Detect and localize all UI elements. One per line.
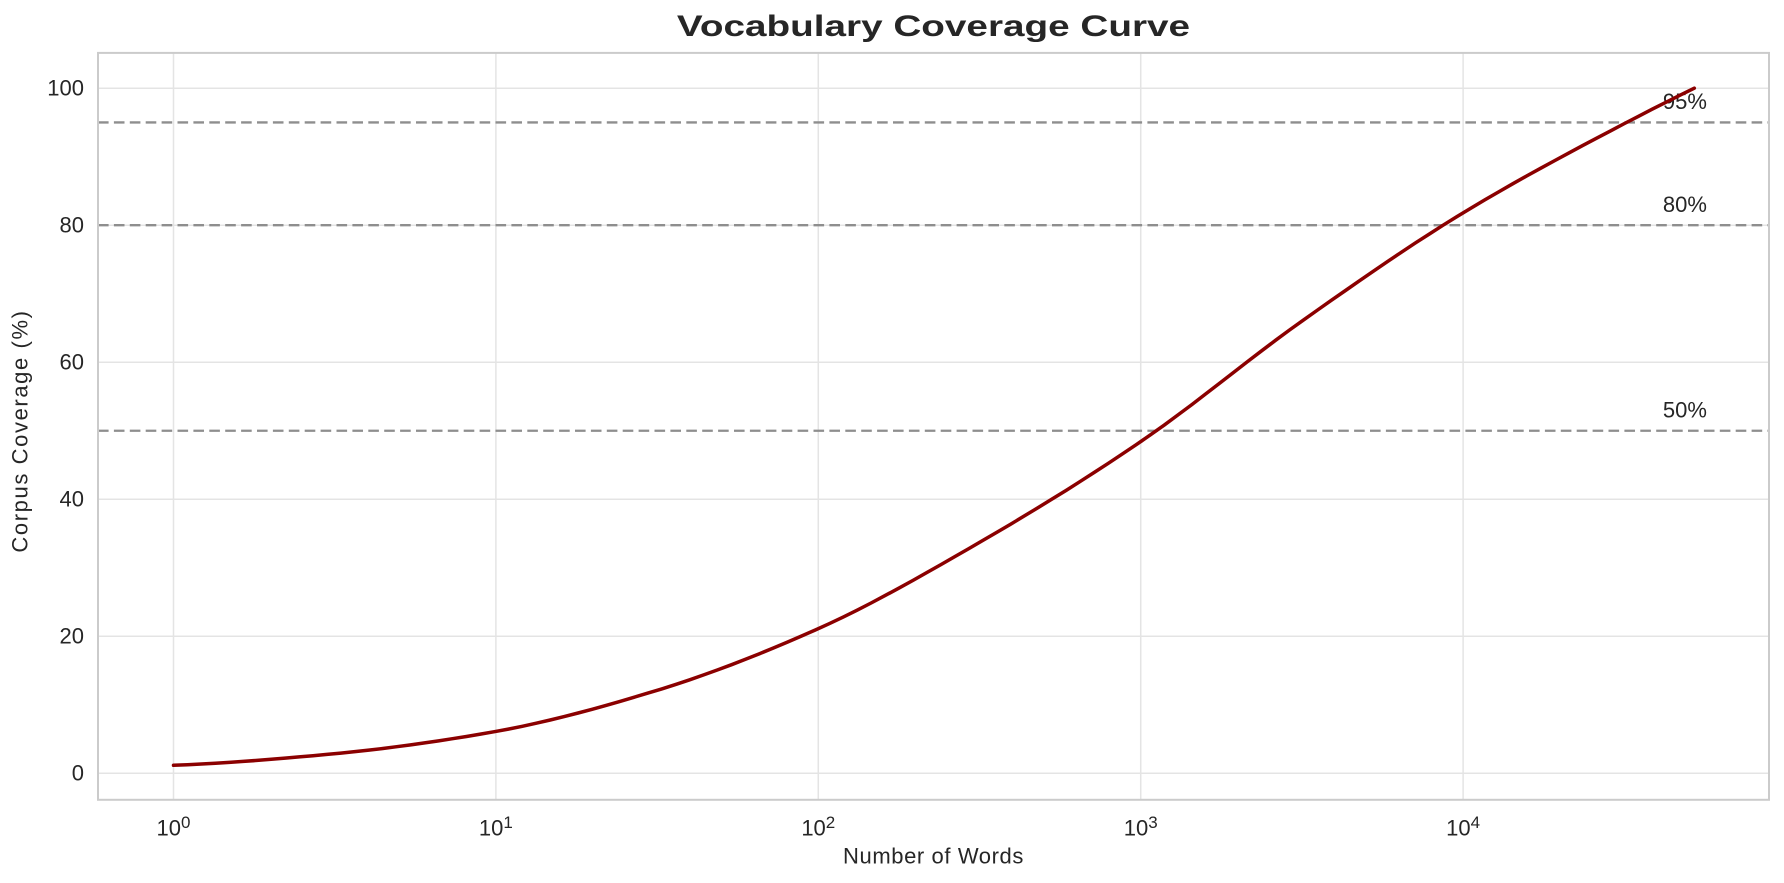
svg-text:80%: 80%	[1663, 192, 1707, 217]
svg-text:60: 60	[60, 350, 84, 375]
svg-text:20: 20	[60, 624, 84, 649]
svg-text:80: 80	[60, 213, 84, 238]
svg-text:102: 102	[801, 813, 835, 841]
svg-text:Vocabulary Coverage Curve: Vocabulary Coverage Curve	[677, 10, 1190, 43]
svg-text:50%: 50%	[1663, 398, 1707, 423]
svg-text:100: 100	[47, 76, 84, 101]
svg-text:Number of Words: Number of Words	[843, 844, 1024, 869]
svg-text:0: 0	[72, 761, 84, 786]
svg-text:Corpus Coverage (%): Corpus Coverage (%)	[8, 309, 33, 552]
svg-text:40: 40	[60, 487, 84, 512]
